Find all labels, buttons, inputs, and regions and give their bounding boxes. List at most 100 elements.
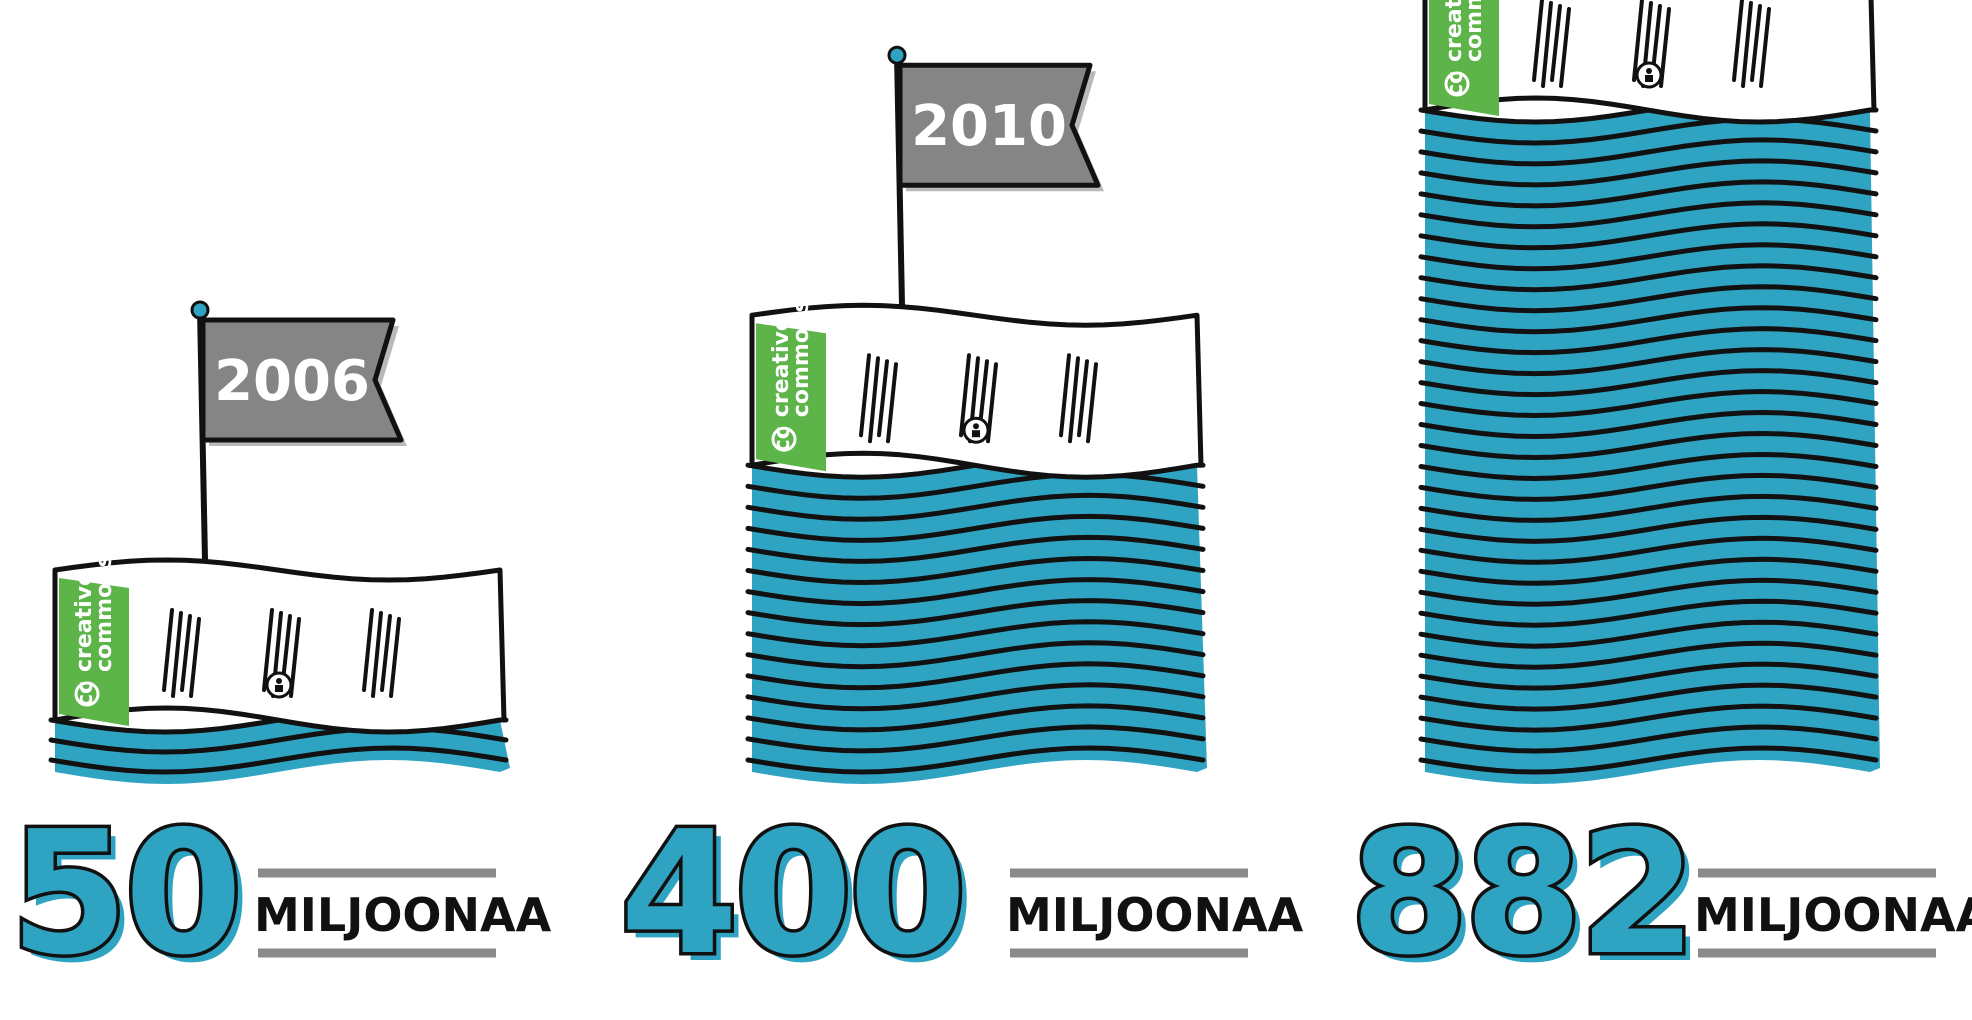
unit-label: MILJOONAA (1006, 888, 1304, 942)
cc-mark: cc (73, 681, 98, 707)
flag-pole-cap (190, 300, 210, 320)
stack-layer (1418, 388, 1879, 419)
attribution-icon-body (275, 685, 283, 692)
chart-root: cccreativecommons2006cccreativecommons20… (7, 0, 1972, 1002)
logo-word-2: commons (1462, 0, 1487, 62)
stack-layer (745, 661, 1206, 691)
stack-layer (745, 640, 1206, 670)
card-hatch (1541, 1, 1553, 88)
stack-layer (745, 492, 1206, 522)
logo-word-1: creative (769, 316, 794, 417)
stack-layer (1418, 368, 1879, 398)
cc-mark-circle (1444, 71, 1470, 97)
card-hatch (380, 614, 392, 692)
cc-mark: cc (1443, 71, 1468, 97)
flag-year-label: 2010 (911, 94, 1067, 159)
attribution-icon-body (1645, 75, 1653, 82)
stack-layer (1418, 284, 1879, 314)
value-label: 400 (620, 795, 963, 993)
stack-layer (1418, 221, 1879, 251)
stack-layer (1418, 640, 1879, 670)
stack-layer (745, 745, 1206, 775)
stack-body (752, 453, 1207, 784)
flag-icon (200, 317, 404, 443)
card-hatch (1077, 359, 1089, 438)
flag-icon (897, 62, 1101, 188)
stack-layer (745, 598, 1206, 628)
card-hatch (1741, 1, 1753, 88)
stack-layer (1418, 409, 1879, 440)
card-hatch (877, 359, 889, 438)
stack-layer (1418, 598, 1879, 628)
stack-layer (745, 555, 1206, 586)
cc-mark: cc (770, 426, 795, 452)
logo-word-1: creative (72, 571, 97, 672)
stack-layer (745, 534, 1206, 564)
card-hatch (262, 608, 274, 692)
card-hatch (886, 362, 898, 444)
unit-label: MILJOONAA (1694, 888, 1972, 942)
stack-layer (1418, 263, 1879, 293)
flag-pole-cap (887, 45, 907, 65)
stack-layer (1418, 493, 1879, 523)
card-hatch (1632, 0, 1644, 82)
logo-word-2: commons (92, 554, 117, 672)
card-hatch (1750, 4, 1762, 82)
card-hatch (1759, 7, 1771, 88)
stack-layer (1418, 745, 1879, 775)
stack-layer (1418, 577, 1879, 607)
stack-layer (1418, 347, 1879, 377)
card-hatch (1532, 0, 1544, 82)
stack-layer (1418, 137, 1879, 167)
stack-layer (1418, 158, 1879, 188)
stack-layer (1418, 619, 1879, 649)
attribution-icon-head (276, 678, 282, 684)
stack-layer (1418, 535, 1879, 565)
value-label-shadow: 50 (18, 803, 247, 1001)
card-hatch (1559, 7, 1571, 88)
cc-mark-circle (771, 426, 797, 452)
stack-layer (745, 577, 1206, 607)
stack-layer (1418, 514, 1879, 544)
attribution-icon-body (972, 430, 980, 438)
stack-layer (1418, 200, 1879, 230)
cc-mark-circle (74, 681, 100, 707)
card-hatch (959, 353, 971, 438)
card-hatch (162, 608, 174, 692)
value-label: 882 (1350, 795, 1693, 993)
logo-word-2: commons (789, 299, 814, 417)
stack-layer (1418, 682, 1879, 712)
unit-label: MILJOONAA (254, 888, 552, 942)
card-hatch (189, 617, 201, 698)
stack-layer (1418, 430, 1879, 461)
attribution-icon-head (1646, 68, 1652, 74)
value-label-shadow: 400 (628, 803, 971, 1001)
card-hatch (1068, 356, 1080, 444)
card-hatch (389, 617, 401, 698)
card-hatch (180, 614, 192, 692)
stack-layer (745, 619, 1206, 649)
attribution-icon-head (973, 423, 979, 430)
stack-layer (1418, 451, 1879, 482)
stack-layer (1418, 305, 1879, 335)
card-hatch (1732, 0, 1744, 82)
value-label: 50 (10, 795, 239, 993)
stack-layer (1418, 661, 1879, 691)
stack-layer (48, 745, 509, 775)
card-hatch (868, 356, 880, 444)
card-hatch (1550, 4, 1562, 82)
card-hatch (171, 611, 183, 698)
stack-layer (745, 682, 1206, 712)
stack-layer (1418, 179, 1879, 209)
card-hatch (859, 353, 871, 438)
logo-word-1: creative (1442, 0, 1467, 62)
stack-layer (745, 513, 1206, 543)
stack-layer (1418, 724, 1879, 754)
stack-layer (1418, 242, 1879, 272)
